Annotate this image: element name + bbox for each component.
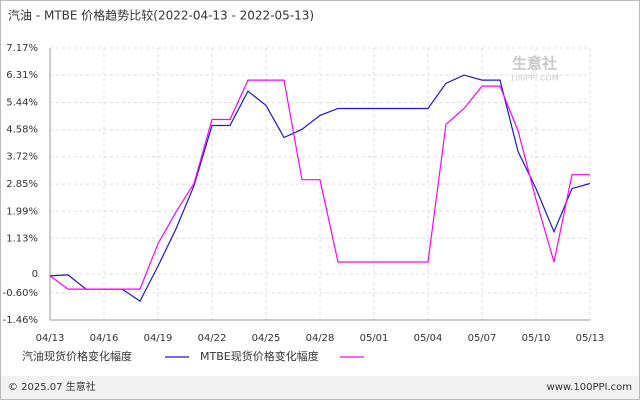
x-tick-label: 05/13: [576, 333, 605, 344]
watermark-site: 100PPI.COM: [510, 74, 559, 83]
x-tick-label: 04/16: [90, 333, 119, 344]
y-tick-label: 4.58%: [6, 125, 38, 136]
y-tick-label: 2.85%: [6, 179, 38, 190]
y-tick-label: -1.46%: [3, 315, 38, 326]
y-tick-label: -0.60%: [3, 288, 38, 299]
series-line: [49, 74, 591, 302]
y-tick-label: 1.13%: [6, 233, 38, 244]
y-tick-label: 1.99%: [6, 206, 38, 217]
footer-band: [1, 376, 639, 399]
x-tick-label: 05/04: [414, 333, 443, 344]
x-tick-label: 04/28: [306, 333, 335, 344]
x-tick-label: 05/10: [522, 333, 551, 344]
y-tick-label: 3.72%: [6, 152, 38, 163]
footer-copyright: © 2025.07 生意社: [8, 380, 96, 393]
y-tick-label: 5.44%: [6, 98, 38, 109]
x-tick-label: 04/25: [252, 333, 281, 344]
legend-label: MTBE现货价格变化幅度: [200, 349, 319, 363]
x-tick-label: 05/07: [468, 333, 497, 344]
watermark: 生意社: [512, 55, 557, 73]
y-tick-label: 0: [32, 269, 38, 280]
legend-label: 汽油现货价格变化幅度: [22, 349, 132, 363]
x-tick-label: 04/19: [144, 333, 173, 344]
chart-title: 汽油 - MTBE 价格趋势比较(2022-04-13 - 2022-05-13…: [8, 8, 314, 23]
footer-site: www.100PPI.com: [547, 382, 632, 393]
series-line: [49, 79, 590, 290]
x-tick-label: 04/13: [36, 333, 65, 344]
x-tick-label: 04/22: [198, 333, 227, 344]
y-tick-label: 6.31%: [6, 70, 38, 81]
y-tick-label: 7.17%: [6, 43, 38, 54]
x-tick-label: 05/01: [360, 333, 389, 344]
